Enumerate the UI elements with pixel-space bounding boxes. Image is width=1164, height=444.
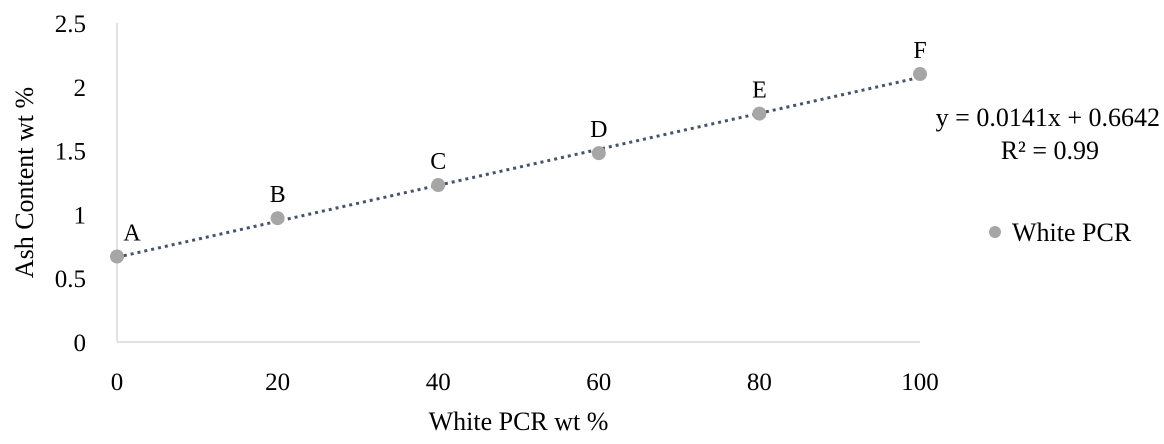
legend-label: White PCR bbox=[1012, 218, 1132, 247]
data-point-e bbox=[752, 106, 767, 121]
y-tick-label: 2.5 bbox=[55, 11, 86, 38]
data-point-f bbox=[913, 67, 927, 82]
legend-marker bbox=[989, 226, 1001, 238]
trendline-r-squared: R² = 0.99 bbox=[1001, 136, 1099, 165]
data-point-b bbox=[270, 211, 285, 226]
x-tick-label: 60 bbox=[586, 369, 611, 396]
x-tick-label: 0 bbox=[111, 369, 124, 396]
x-tick-label: 80 bbox=[747, 369, 772, 396]
data-point-c bbox=[431, 178, 446, 193]
legend: White PCR bbox=[989, 218, 1132, 247]
y-tick-labels: 0 0.5 1 1.5 2 2.5 bbox=[55, 11, 86, 357]
y-axis-title: Ash Content wt % bbox=[10, 87, 39, 278]
y-tick-label: 1.5 bbox=[55, 139, 86, 166]
y-tick-label: 0 bbox=[74, 330, 87, 357]
y-tick-label: 2 bbox=[74, 75, 87, 102]
x-tick-label: 100 bbox=[901, 369, 939, 396]
data-point-label: C bbox=[430, 149, 446, 175]
x-tick-label: 40 bbox=[426, 369, 451, 396]
y-tick-label: 0.5 bbox=[55, 266, 86, 293]
data-point-label: D bbox=[590, 117, 607, 143]
y-tick-label: 1 bbox=[74, 202, 87, 229]
x-tick-labels: 0 20 40 60 80 100 bbox=[111, 369, 939, 396]
x-tick-label: 20 bbox=[265, 369, 290, 396]
data-point-label: E bbox=[752, 78, 767, 104]
trendline bbox=[116, 75, 921, 259]
axes bbox=[116, 23, 920, 343]
x-axis-title: White PCR wt % bbox=[429, 407, 609, 436]
data-point-label: F bbox=[913, 38, 926, 64]
trendline-equation: y = 0.0141x + 0.6642 bbox=[936, 103, 1160, 132]
data-points bbox=[110, 67, 927, 264]
data-point-labels: A B C D E F bbox=[123, 38, 926, 246]
data-point-label: B bbox=[270, 182, 286, 208]
data-point-a bbox=[110, 249, 124, 264]
data-point-label: A bbox=[123, 221, 141, 247]
data-point-d bbox=[591, 146, 606, 161]
